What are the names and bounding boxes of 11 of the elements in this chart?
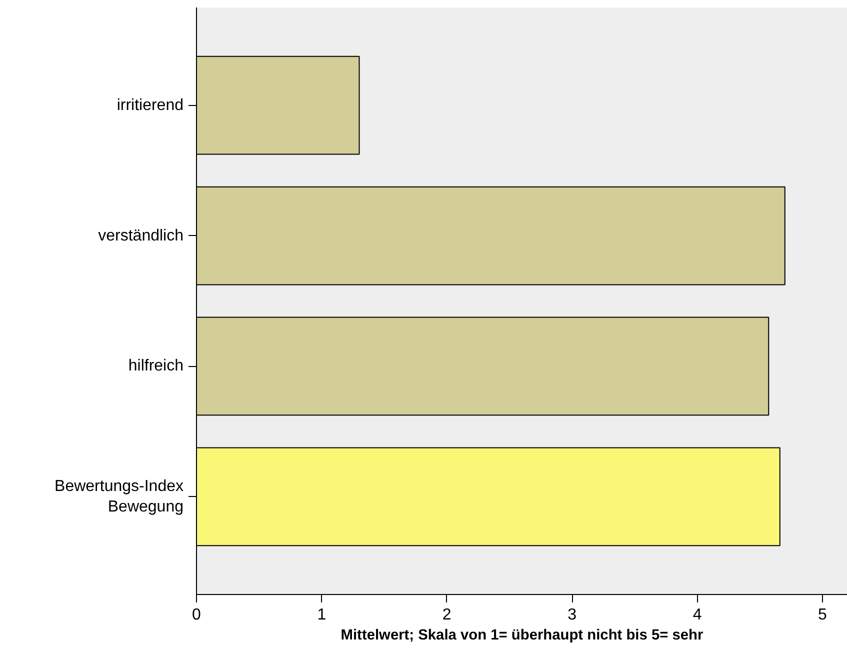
- x-tick-label: 3: [568, 606, 577, 624]
- x-axis-title: Mittelwert; Skala von 1= überhaupt nicht bis 5= sehr: [340, 628, 704, 644]
- y-tick-label: hilfreich: [128, 358, 184, 375]
- x-tick-label: 4: [692, 606, 702, 624]
- x-tick-label: 2: [442, 606, 452, 624]
- x-tick-label: 5: [818, 606, 828, 624]
- y-tick-label: irritierend: [116, 96, 184, 114]
- x-tick-label: 1: [317, 606, 326, 624]
- y-tick-label: Bewertungs-Index Bewegung: [54, 478, 184, 516]
- y-tick-label: verständlich: [98, 227, 184, 244]
- x-tick-label: 0: [192, 606, 202, 624]
